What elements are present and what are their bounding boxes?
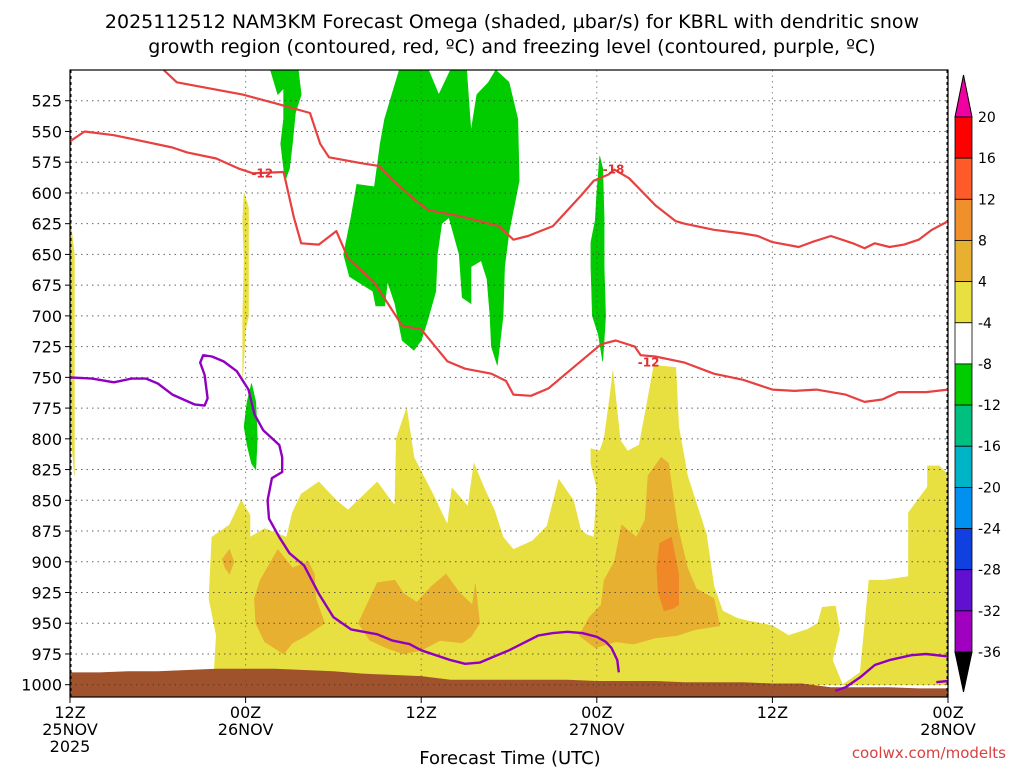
y-tick-label-550: 550 [31,122,62,141]
colorbar-label-12: 12 [978,192,996,208]
colorbar-segment--4 [954,322,973,365]
colorbar-label--12: -12 [978,398,1001,414]
chart-title-line2: growth region (contoured, red, ºC) and f… [148,36,875,58]
x-tick-label-12-0: 00Z [230,703,261,722]
dgz-contour-label-1: -18 [603,163,625,177]
omega-region-down-12 [590,156,606,362]
y-tick-label-875: 875 [31,522,62,541]
colorbar-label--28: -28 [978,563,1001,579]
x-tick-label-36-0: 00Z [581,703,612,722]
dgz-contour-upper [162,70,948,250]
terrain [70,668,948,697]
x-tick-label-0-2: 2025 [50,737,91,756]
dgz-contour-label-2: -12 [638,356,660,370]
freezing-level-contour [70,354,620,673]
x-tick-label-48-0: 12Z [757,703,788,722]
y-tick-label-700: 700 [31,307,62,326]
y-tick-label-800: 800 [31,430,62,449]
omega-region-mod_up-3 [254,548,325,655]
colorbar-top-cap [954,74,973,118]
y-tick-label-650: 650 [31,245,62,264]
colorbar-label--24: -24 [978,522,1001,538]
omega-shading [70,70,948,686]
colorbar-label--4: -4 [978,316,992,332]
x-tick-label-12-1: 26NOV [218,720,274,739]
colorbar-segment--12 [954,404,973,447]
credit-text: coolwx.com/modelts [852,744,1006,762]
omega-region-down-9 [270,70,284,96]
y-tick-label-850: 850 [31,491,62,510]
contours: -12 -18 -12 [70,70,948,693]
x-axis-label: Forecast Time (UTC) [419,748,600,768]
colorbar-label-20: 20 [978,110,996,126]
chart-title-line1: 2025112512 NAM3KM Forecast Omega (shaded… [105,11,919,33]
x-tick-label-60-0: 00Z [932,703,963,722]
colorbar-segment-8 [954,240,973,283]
colorbar-label--36: -36 [978,645,1001,661]
omega-region-down-11 [343,70,520,366]
y-tick-label-775: 775 [31,399,62,418]
omega-region-down-8 [280,70,302,181]
colorbar: 20 16 12 8 4 -4 -8 -12 -16 -20 -24 -28 -32 -36 [954,74,1001,693]
x-tick-label-60-1: 28NOV [920,720,976,739]
dgz-contour-lower [70,130,948,403]
x-tick-label-0-1: 25NOV [42,720,98,739]
terrain-fill [70,668,948,697]
plot-area: -12 -18 -12 [70,70,948,697]
colorbar-label--32: -32 [978,604,1001,620]
omega-region-mod_up-4 [357,573,481,655]
colorbar-label--16: -16 [978,439,1001,455]
y-tick-label-725: 725 [31,338,62,357]
y-tick-label-950: 950 [31,614,62,633]
colorbar-segment--32 [954,610,973,653]
x-tick-label-24-0: 12Z [406,703,437,722]
y-axis: 525 550 575 600 625 650 675 700 725 750 775 800 825 8… [21,92,70,695]
y-tick-label-675: 675 [31,276,62,295]
colorbar-label-8: 8 [978,233,987,249]
dgz-contour-label-0: -12 [251,166,273,180]
colorbar-segment--24 [954,528,973,571]
y-tick-label-600: 600 [31,184,62,203]
plot-frame [69,69,949,698]
grid [70,70,948,697]
colorbar-label-16: 16 [978,151,996,167]
y-tick-label-925: 925 [31,584,62,603]
omega-region-strong_up-7 [656,536,680,612]
colorbar-label--20: -20 [978,480,1001,496]
colorbar-label-4: 4 [978,275,987,291]
colorbar-segment--28 [954,569,973,612]
omega-region-mod_up-6 [221,548,235,575]
x-tick-label-36-1: 27NOV [569,720,625,739]
omega-region-mod_up-5 [578,456,721,649]
y-tick-label-625: 625 [31,215,62,234]
y-tick-label-575: 575 [31,153,62,172]
colorbar-segment--20 [954,486,973,529]
colorbar-label--8: -8 [978,357,992,373]
colorbar-bottom-cap [954,651,973,693]
freezing-level-contour-2 [834,652,948,693]
y-tick-label-750: 750 [31,368,62,387]
colorbar-segment--16 [954,445,973,488]
y-tick-label-975: 975 [31,645,62,664]
colorbar-segment--8 [954,363,973,406]
colorbar-segment-4 [954,281,973,324]
colorbar-segment-20 [954,116,973,159]
x-tick-label-0-0: 12Z [54,703,85,722]
colorbar-segment-12 [954,198,973,241]
y-tick-label-825: 825 [31,461,62,480]
y-tick-label-525: 525 [31,92,62,111]
freezing-level-contour-3 [936,679,948,684]
colorbar-segment-16 [954,157,973,200]
y-tick-label-900: 900 [31,553,62,572]
y-tick-label-1000: 1000 [21,676,62,695]
